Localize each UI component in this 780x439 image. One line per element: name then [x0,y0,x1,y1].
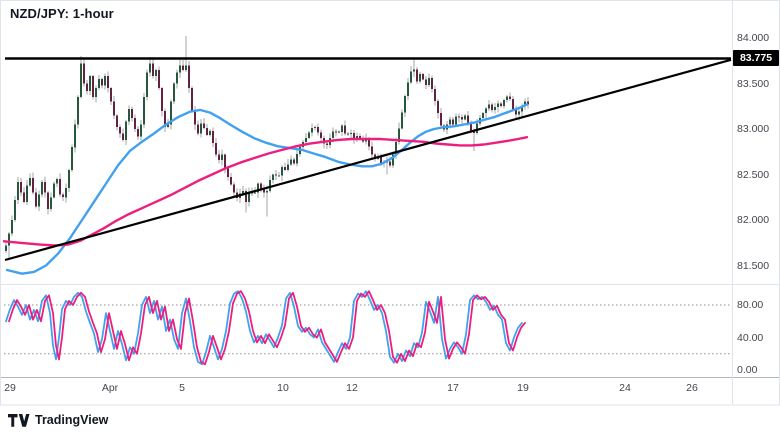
stoch-pane[interactable] [4,290,731,366]
time-axis-tick: 5 [179,382,185,394]
time-axis-tick: 19 [517,382,529,394]
time-axis-tick: 17 [447,382,459,394]
time-axis-tick: 12 [346,382,358,394]
price-axis-tick: 83.500 [737,77,770,90]
price-axis-tick: 82.000 [737,214,770,226]
time-axis-tick: 26 [686,382,698,394]
time-axis-tick: 10 [277,382,289,394]
stoch-axis-tick: 0.00 [737,364,758,376]
stoch-axis-tick: 80.00 [737,299,764,311]
resistance-price-label: 83.775 [733,50,779,67]
tradingview-icon [8,413,30,427]
tradingview-logo-text: TradingView [35,413,109,427]
rising-trendline[interactable] [4,58,732,262]
stochastic-lines [5,290,526,366]
tradingview-logo[interactable]: TradingView [8,413,108,427]
price-axis-tick: 83.000 [737,123,770,135]
symbol-title: NZD/JPY: 1-hour [10,6,114,21]
price-pane[interactable] [5,36,529,259]
time-axis-tick: 29 [4,382,16,394]
time-axis-tick: Apr [101,382,119,394]
stoch-axis-tick: 40.00 [737,331,764,344]
price-axis-tick: 84.000 [737,32,770,44]
price-axis-tick: 81.500 [737,259,770,272]
time-axis-tick: 24 [619,382,631,394]
moving-averages [3,103,529,275]
price-axis-tick: 82.500 [737,168,770,181]
